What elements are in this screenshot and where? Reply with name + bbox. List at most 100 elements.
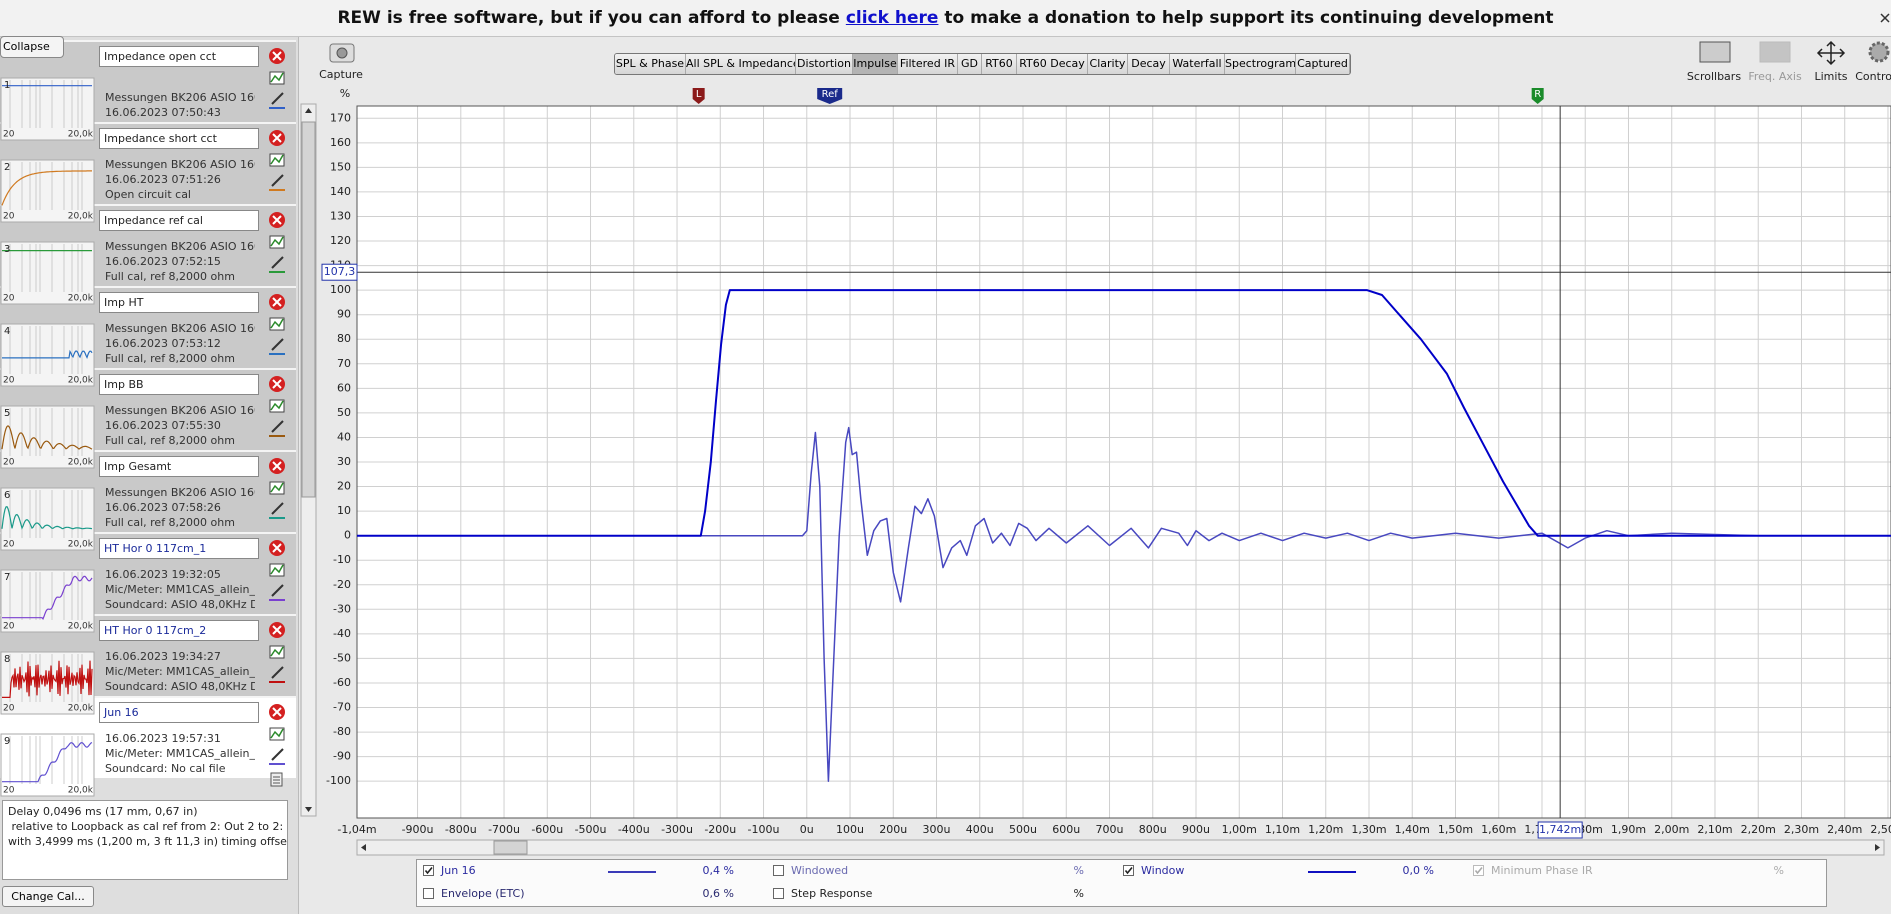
y-tick-label: 60: [337, 381, 351, 394]
legend-checkbox[interactable]: [1473, 865, 1484, 876]
plot-area: [356, 105, 1891, 819]
tab[interactable]: Filtered IR: [898, 54, 958, 74]
measurement-info-line: 16.06.2023 07:52:15: [105, 255, 221, 268]
tab[interactable]: Impulse: [853, 54, 898, 74]
x-tick-label: 400u: [966, 823, 994, 836]
capture-icon: [336, 47, 348, 59]
legend-label: Step Response: [791, 887, 873, 900]
x-tick-label: -300u: [661, 823, 693, 836]
measurement-info-line: 16.06.2023 19:32:05: [105, 568, 221, 581]
y-tick-label: -100: [326, 774, 351, 787]
measurement-name-field[interactable]: Impedance ref cal: [99, 210, 259, 231]
tab[interactable]: All SPL & Impedance: [686, 54, 796, 74]
measurement-info-line: Mic/Meter: MM1CAS_allein_00d.txt: [105, 583, 255, 596]
scroll-arrow: [305, 108, 312, 113]
legend-checkbox[interactable]: [1123, 865, 1134, 876]
y-tick-label: 10: [337, 504, 351, 517]
measurement-info-line: Messungen BK206 ASIO 160620: [105, 158, 255, 171]
tab[interactable]: SPL & Phase: [615, 54, 686, 74]
measurement-info-line: Messungen BK206 ASIO 160620: [105, 322, 255, 335]
limits-icon: [1816, 40, 1846, 66]
capture-icon: [329, 43, 355, 63]
tab[interactable]: Distortion: [796, 54, 853, 74]
check-mark: [1474, 866, 1483, 875]
x-tick-label: 2,20m: [1741, 823, 1776, 836]
x-tick-label: 1,90m: [1611, 823, 1646, 836]
y-tick-label: 120: [330, 234, 351, 247]
measurement-name-field[interactable]: Jun 16: [99, 702, 259, 723]
x-tick-label: -600u: [531, 823, 563, 836]
measurement-name-field[interactable]: Impedance short cct: [99, 128, 259, 149]
legend-checkbox[interactable]: [773, 865, 784, 876]
y-tick-label: 20: [337, 480, 351, 493]
measurement-info-line: Messungen BK206 ASIO 160620: [105, 404, 255, 417]
measurement-info: Messungen BK206 ASIO 160620 16.06.2023 07…: [105, 70, 255, 126]
collapse-button[interactable]: Collapse: [0, 36, 64, 58]
x-tick-label: 2,40m: [1827, 823, 1862, 836]
tab[interactable]: Captured: [1296, 54, 1350, 74]
change-cal-button[interactable]: Change Cal...: [2, 886, 94, 907]
x-tick-label: 1,10m: [1265, 823, 1300, 836]
legend-line: [608, 871, 656, 873]
measurement-info: 16.06.2023 19:32:05 Mic/Meter: MM1CAS_all…: [105, 562, 255, 618]
x-tick-label: 2,30m: [1784, 823, 1819, 836]
x-tick-label: 100u: [836, 823, 864, 836]
legend-value: %: [1073, 887, 1084, 900]
measurement-name-field[interactable]: Imp Gesamt: [99, 456, 259, 477]
y-tick-label: -90: [333, 750, 351, 763]
y-tick-label: -10: [333, 553, 351, 566]
y-tick-label: -50: [333, 651, 351, 664]
measurement-info-line: Full cal, ref 8,2000 ohm: [105, 270, 235, 283]
donation-link[interactable]: click here: [845, 8, 939, 28]
measurement-name-field[interactable]: HT Hor 0 117cm_2: [99, 620, 259, 641]
legend-checkbox[interactable]: [773, 888, 784, 899]
x-tick-label: 1,20m: [1308, 823, 1343, 836]
legend-label: Windowed: [791, 864, 849, 877]
cursor-y-box: [321, 263, 358, 281]
check-mark-path: [424, 866, 433, 875]
x-tick-label: 600u: [1052, 823, 1080, 836]
sidebar-scrollbar: [300, 103, 317, 817]
measurement-name-field[interactable]: Imp BB: [99, 374, 259, 395]
graph-scroll-thumb: [493, 840, 528, 855]
details-line: Delay 0,0496 ms (17 mm, 0,67 in): [8, 805, 198, 818]
donation-banner: REW is free software, but if you can aff…: [0, 0, 1891, 37]
tab[interactable]: GD: [958, 54, 982, 74]
measurement-info-line: Messungen BK206 ASIO 160620: [105, 240, 255, 253]
toolbar-button-label[interactable]: Freq. Axis: [1748, 70, 1802, 83]
series-line: [357, 289, 1891, 537]
toolbar-button-label[interactable]: Controls: [1855, 70, 1891, 83]
measurement-name-field[interactable]: Imp HT: [99, 292, 259, 313]
legend-value: 0,6 %: [702, 887, 734, 900]
legend-checkbox[interactable]: [423, 888, 434, 899]
x-tick-label: 2,10m: [1697, 823, 1732, 836]
measurement-info: Messungen BK206 ASIO 160620 16.06.2023 07…: [105, 316, 255, 372]
scroll-arrow: [1875, 844, 1880, 851]
measurement-name-field[interactable]: Impedance open cct: [99, 46, 259, 67]
x-tick-label: 200u: [879, 823, 907, 836]
x-tick-label: -200u: [704, 823, 736, 836]
legend-label: Envelope (ETC): [441, 887, 525, 900]
toolbar-button-label[interactable]: Limits: [1814, 70, 1848, 83]
legend-checkbox[interactable]: [423, 865, 434, 876]
y-tick-label: 100: [330, 283, 351, 296]
measurement-info-line: 16.06.2023 07:51:26: [105, 173, 221, 186]
tab[interactable]: Spectrogram: [1225, 54, 1296, 74]
measurement-name-field[interactable]: HT Hor 0 117cm_1: [99, 538, 259, 559]
range-marker: [1531, 88, 1544, 104]
x-tick-label: 1,70m: [1524, 823, 1559, 836]
tab[interactable]: Clarity: [1088, 54, 1128, 74]
details-line: with 3,4999 ms (1,200 m, 3 ft 11,3 in) t…: [8, 835, 288, 848]
tab[interactable]: RT60: [982, 54, 1017, 74]
collapse-label: Collapse: [3, 40, 50, 53]
tab[interactable]: Decay: [1128, 54, 1170, 74]
tab[interactable]: RT60 Decay: [1017, 54, 1088, 74]
tab[interactable]: Waterfall: [1170, 54, 1225, 74]
measurement-info-line: Soundcard: ASIO 48,0KHz Data: [105, 680, 255, 693]
measurement-info-line: Full cal, ref 8,2000 ohm: [105, 352, 235, 365]
measurement-info: 16.06.2023 19:34:27 Mic/Meter: MM1CAS_all…: [105, 644, 255, 700]
check-mark-path: [1474, 866, 1483, 875]
measurement-info-line: 16.06.2023 07:53:12: [105, 337, 221, 350]
toolbar-button-label[interactable]: Scrollbars: [1686, 70, 1742, 83]
measurement-info-line: Open circuit cal: [105, 188, 191, 201]
